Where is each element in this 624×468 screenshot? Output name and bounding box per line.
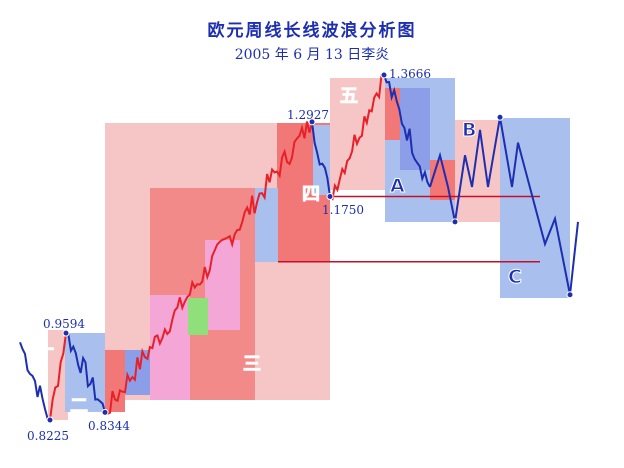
price-segment	[65, 332, 106, 413]
price-segment	[311, 121, 331, 197]
pivot-dot	[308, 118, 316, 126]
price-label: 0.8344	[88, 419, 130, 433]
price-segment	[19, 341, 51, 421]
projection-dot	[496, 113, 504, 121]
price-segment	[49, 333, 67, 421]
price-label: 1.1750	[322, 203, 364, 217]
wave-label: 三	[243, 354, 261, 375]
pivot-dot	[380, 71, 388, 79]
pivot-dot	[46, 416, 54, 424]
wave-box	[188, 298, 208, 335]
price-label: 1.2927	[287, 108, 329, 122]
price-segment	[104, 121, 313, 415]
price-segment	[329, 73, 385, 201]
price-label: 1.3666	[389, 67, 431, 81]
pivot-dot	[101, 408, 109, 416]
wave-label: A	[390, 175, 405, 197]
pivot-dot	[326, 192, 334, 200]
projection-dot	[451, 218, 459, 226]
wave-label: B	[462, 119, 476, 141]
chart-subtitle: 2005 年 6 月 13 日李炎	[234, 47, 390, 63]
wave-box	[125, 350, 150, 395]
wave-label: 四	[302, 184, 320, 205]
wave-box	[205, 240, 240, 330]
wave-box	[313, 125, 330, 195]
price-label: 0.8225	[27, 429, 69, 443]
wave-label: 五	[340, 86, 358, 107]
wave-label: 二	[70, 396, 88, 417]
price-segment	[383, 74, 431, 188]
wave-box	[255, 188, 278, 262]
pivot-dot	[62, 329, 70, 337]
wave-box	[150, 295, 190, 400]
wave-label: C	[508, 266, 522, 288]
projection-path	[429, 117, 579, 295]
wave-box	[105, 350, 125, 412]
price-label: 0.9594	[43, 317, 85, 331]
projection-dot	[566, 291, 574, 299]
wave-label: 一	[36, 340, 54, 361]
chart-title: 欧元周线长线波浪分析图	[207, 21, 417, 41]
